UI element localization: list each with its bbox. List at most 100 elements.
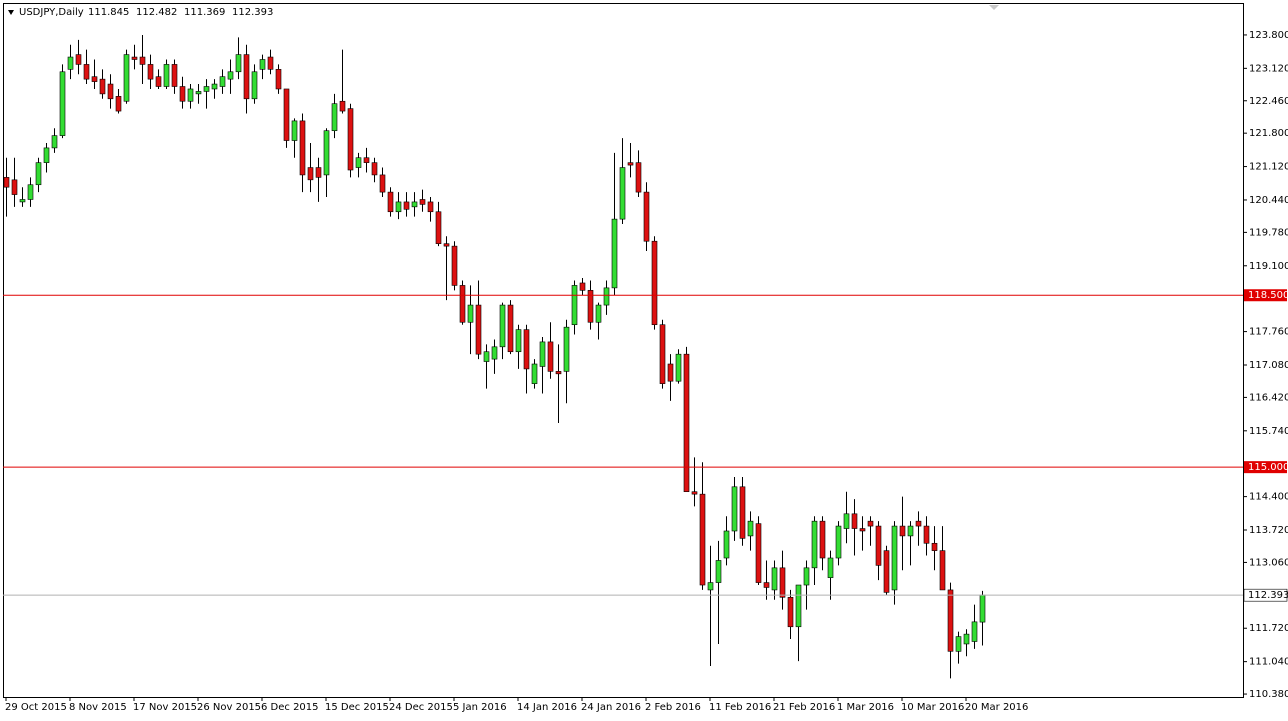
candle-body: [123, 54, 130, 102]
candle-body: [179, 86, 186, 102]
candle-body: [251, 71, 258, 100]
candle-body: [139, 56, 146, 65]
candle-body: [11, 179, 18, 195]
x-tick-label: 10 Mar 2016: [901, 702, 964, 713]
candle-body: [667, 363, 674, 382]
candle-body: [771, 567, 778, 591]
y-tick-label: 116.420: [1249, 392, 1288, 403]
candle-body: [211, 83, 218, 90]
header-high: 112.482: [136, 7, 177, 18]
candle-body: [603, 287, 610, 306]
candle-body: [947, 589, 954, 652]
candle-body: [91, 76, 98, 82]
y-tick-label: 113.060: [1249, 557, 1288, 568]
candle-body: [611, 218, 618, 289]
plot-frame: [3, 3, 1244, 698]
candle-body: [187, 88, 194, 102]
candle-body: [587, 290, 594, 323]
x-tick-label: 26 Nov 2015: [197, 702, 261, 713]
x-tick-label: 1 Mar 2016: [837, 702, 894, 713]
candle-body: [331, 103, 338, 132]
candle-body: [971, 621, 978, 642]
x-tick-label: 21 Feb 2016: [773, 702, 835, 713]
candle-body: [195, 91, 202, 95]
candle-body: [907, 525, 914, 537]
level-label: 118.500: [1248, 290, 1288, 301]
candle-body: [515, 329, 522, 353]
candle-body: [347, 108, 354, 171]
y-tick-label: 111.040: [1249, 657, 1288, 668]
candle-body: [883, 550, 890, 593]
y-tick-label: 121.800: [1249, 128, 1288, 139]
x-tick-label: 11 Feb 2016: [709, 702, 771, 713]
candle-body: [267, 56, 274, 70]
candle-body: [643, 191, 650, 242]
candle-body: [595, 304, 602, 323]
menu-arrow[interactable]: [8, 10, 14, 15]
y-tick-label: 111.720: [1249, 623, 1288, 634]
x-tick-label: 29 Oct 2015: [5, 702, 67, 713]
candle-body: [227, 71, 234, 80]
candle-body: [355, 157, 362, 168]
candle-body: [851, 513, 858, 529]
candle-body: [531, 363, 538, 384]
candle-body: [619, 167, 626, 220]
candle-body: [451, 245, 458, 286]
candle-body: [459, 285, 466, 323]
candle-body: [683, 353, 690, 493]
candle-body: [235, 54, 242, 73]
candle-body: [315, 167, 322, 178]
x-tick-label: 14 Jan 2016: [517, 702, 577, 713]
level-label-box: [1244, 289, 1287, 302]
x-tick-label: 2 Feb 2016: [645, 702, 701, 713]
candle-body: [571, 285, 578, 326]
y-tick-label: 122.460: [1249, 96, 1288, 107]
candle-body: [835, 525, 842, 559]
y-tick-label: 110.380: [1249, 689, 1288, 700]
candle-body: [563, 326, 570, 372]
candle-body: [419, 199, 426, 205]
candle-body: [507, 304, 514, 353]
x-tick-label: 6 Dec 2015: [261, 702, 319, 713]
candle-body: [395, 201, 402, 213]
candle-body: [539, 341, 546, 367]
symbol-label: USDJPY,Daily: [19, 7, 84, 18]
candle-body: [467, 304, 474, 323]
chart-shift-marker[interactable]: [989, 5, 999, 10]
candle-body: [931, 542, 938, 551]
candle-body: [627, 162, 634, 166]
candle-body: [83, 64, 90, 80]
candle-body: [379, 174, 386, 193]
candle-body: [787, 596, 794, 628]
x-tick-label: 24 Dec 2015: [389, 702, 453, 713]
x-tick-label: 15 Dec 2015: [325, 702, 389, 713]
candle-body: [763, 582, 770, 588]
price-label: 112.393: [1248, 590, 1288, 601]
y-tick-label: 120.440: [1249, 195, 1288, 206]
x-tick-label: 17 Nov 2015: [133, 702, 197, 713]
y-tick-label: 119.780: [1249, 227, 1288, 238]
candle-body: [843, 513, 850, 529]
candle-body: [131, 56, 138, 60]
candle-body: [427, 201, 434, 213]
candle-body: [747, 520, 754, 537]
candle-body: [827, 557, 834, 578]
x-tick-label: 24 Jan 2016: [581, 702, 641, 713]
candle-body: [115, 96, 122, 112]
candle-body: [939, 550, 946, 591]
candle-body: [779, 567, 786, 598]
candle-body: [491, 346, 498, 360]
candle-body: [243, 54, 250, 100]
candle-body: [963, 633, 970, 645]
candle-body: [411, 201, 418, 208]
candle-body: [67, 56, 74, 70]
header-close: 112.393: [232, 7, 273, 18]
candle-body: [675, 353, 682, 382]
candle-body: [555, 371, 562, 375]
candle-body: [291, 120, 298, 141]
y-tick-label: 121.120: [1249, 162, 1288, 173]
candle-body: [99, 78, 106, 95]
candle-body: [691, 491, 698, 495]
